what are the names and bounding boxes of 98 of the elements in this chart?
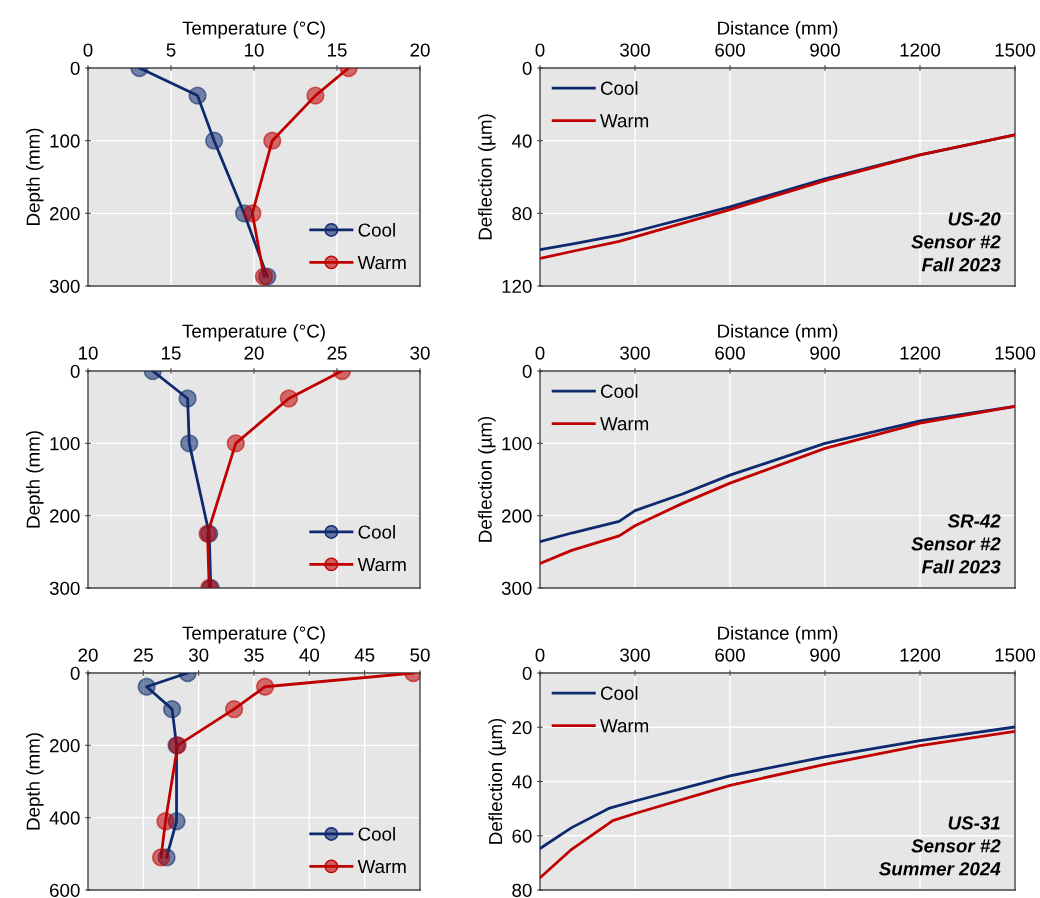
y-tick-label: 0 bbox=[522, 61, 532, 75]
x-tick-label: 50 bbox=[410, 648, 430, 662]
point bbox=[255, 677, 275, 696]
x-tick-label: 600 bbox=[715, 43, 745, 57]
legend-label: Cool bbox=[358, 222, 395, 237]
x-axis-title: Distance (mm) bbox=[718, 20, 838, 39]
point bbox=[263, 131, 282, 150]
x-tick-label: 10 bbox=[245, 43, 264, 57]
y-tick-label: 600 bbox=[50, 883, 80, 897]
x-tick-label: 20 bbox=[244, 346, 264, 360]
x-tick-label: 10 bbox=[79, 346, 98, 360]
y-tick-label: 100 bbox=[50, 134, 80, 148]
x-axis-title: Temperature (°C) bbox=[182, 323, 325, 342]
y-axis-title: Depth (mm) bbox=[26, 128, 44, 225]
x-tick-label: 15 bbox=[328, 43, 347, 57]
x-tick-label: 25 bbox=[327, 346, 347, 360]
x-tick-label: 35 bbox=[244, 648, 264, 662]
x-tick-label: 600 bbox=[715, 346, 745, 360]
y-tick-label: 300 bbox=[49, 279, 80, 293]
y-tick-label: 0 bbox=[522, 666, 532, 680]
x-axis-title: Distance (mm) bbox=[718, 625, 838, 644]
annotation: US-20 Sensor #2 Fall 2023 bbox=[911, 212, 1001, 272]
point bbox=[188, 86, 207, 105]
x-tick-label: 1500 bbox=[995, 43, 1036, 57]
y-tick-label: 0 bbox=[70, 666, 80, 680]
x-tick-label: 1200 bbox=[900, 346, 941, 360]
legend-label: Warm bbox=[600, 719, 649, 733]
x-tick-label: 300 bbox=[620, 346, 650, 360]
y-tick-label: 400 bbox=[49, 811, 80, 825]
point bbox=[224, 699, 244, 719]
point bbox=[254, 267, 274, 286]
y-tick-label: 20 bbox=[512, 720, 532, 735]
x-tick-label: 40 bbox=[299, 648, 320, 662]
x-tick-label: 30 bbox=[188, 648, 209, 662]
point bbox=[243, 204, 262, 223]
x-tick-label: 1200 bbox=[900, 648, 941, 662]
point bbox=[204, 131, 224, 150]
point bbox=[306, 86, 325, 105]
annotation: SR-42 Sensor #2 Fall 2023 bbox=[911, 514, 1001, 574]
y-tick-label: 100 bbox=[50, 437, 80, 451]
y-tick-label: 300 bbox=[49, 581, 80, 595]
x-tick-label: 45 bbox=[354, 648, 375, 662]
y-axis-title: Depth (mm) bbox=[26, 431, 44, 528]
y-axis-title: Depth (mm) bbox=[26, 733, 44, 830]
x-tick-label: 1200 bbox=[900, 43, 941, 57]
point bbox=[151, 848, 171, 867]
y-tick-label: 40 bbox=[511, 134, 532, 148]
y-tick-label: 0 bbox=[70, 61, 80, 75]
legend-label: Cool bbox=[600, 81, 638, 95]
legend-label: Warm bbox=[357, 860, 406, 874]
y-tick-label: 80 bbox=[512, 883, 532, 897]
x-tick-label: 0 bbox=[83, 43, 93, 57]
y-tick-label: 200 bbox=[50, 509, 80, 523]
y-axis-title: Deflection (µm) bbox=[488, 718, 506, 844]
x-tick-label: 300 bbox=[620, 43, 650, 57]
legend-label: Cool bbox=[600, 686, 638, 700]
x-axis-title: Distance (mm) bbox=[718, 323, 838, 342]
point bbox=[156, 812, 175, 831]
x-tick-label: 5 bbox=[166, 43, 176, 57]
point bbox=[137, 677, 156, 696]
legend-label: Cool bbox=[358, 826, 395, 841]
x-tick-label: 1500 bbox=[995, 346, 1036, 360]
legend-label: Warm bbox=[600, 114, 649, 128]
x-tick-label: 300 bbox=[620, 648, 650, 662]
y-tick-label: 120 bbox=[502, 279, 532, 293]
y-tick-label: 100 bbox=[502, 437, 532, 451]
x-axis-title: Temperature (°C) bbox=[182, 625, 325, 644]
y-tick-label: 60 bbox=[512, 829, 532, 843]
x-tick-label: 0 bbox=[535, 43, 545, 57]
y-axis-title: Deflection (µm) bbox=[478, 416, 496, 542]
x-tick-label: 0 bbox=[535, 346, 545, 360]
y-tick-label: 0 bbox=[522, 364, 532, 378]
y-tick-label: 80 bbox=[512, 207, 532, 221]
annotation: US-31 Sensor #2 Summer 2024 bbox=[879, 816, 1001, 876]
y-tick-label: 200 bbox=[50, 207, 80, 221]
y-tick-label: 200 bbox=[50, 739, 80, 753]
x-tick-label: 25 bbox=[133, 648, 153, 662]
x-tick-label: 1500 bbox=[995, 648, 1036, 662]
x-tick-label: 900 bbox=[810, 648, 840, 662]
x-tick-label: 0 bbox=[535, 648, 545, 662]
y-tick-label: 40 bbox=[511, 775, 532, 789]
legend-label: Cool bbox=[358, 524, 395, 539]
y-tick-label: 0 bbox=[70, 364, 80, 378]
point bbox=[162, 699, 182, 719]
x-tick-label: 20 bbox=[410, 43, 430, 57]
y-tick-label: 200 bbox=[502, 509, 532, 523]
legend-label: Cool bbox=[600, 384, 638, 398]
y-tick-label: 300 bbox=[501, 581, 532, 595]
x-tick-label: 30 bbox=[410, 346, 430, 360]
legend-label: Warm bbox=[357, 558, 406, 572]
x-tick-label: 900 bbox=[810, 43, 840, 57]
x-tick-label: 900 bbox=[810, 346, 840, 360]
x-axis-title: Temperature (°C) bbox=[182, 20, 325, 39]
x-tick-label: 15 bbox=[162, 346, 181, 360]
y-axis-title: Deflection (µm) bbox=[478, 114, 496, 240]
x-tick-label: 600 bbox=[715, 648, 745, 662]
legend-label: Warm bbox=[357, 256, 406, 270]
legend-label: Warm bbox=[600, 417, 649, 431]
